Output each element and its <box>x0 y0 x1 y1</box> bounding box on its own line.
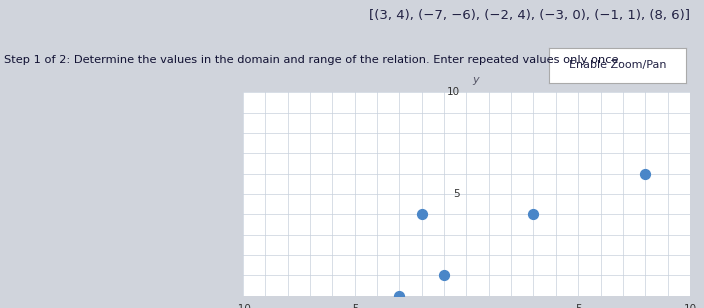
Text: 10: 10 <box>446 87 460 97</box>
Point <box>439 273 450 278</box>
Point <box>640 171 651 176</box>
Text: Enable Zoom/Pan: Enable Zoom/Pan <box>569 60 667 71</box>
Text: y: y <box>472 75 479 85</box>
Text: 5: 5 <box>453 189 460 199</box>
Text: 5: 5 <box>575 304 582 308</box>
Point <box>416 212 427 217</box>
Point <box>528 212 539 217</box>
Text: -10: -10 <box>234 304 251 308</box>
Text: -5: -5 <box>349 304 360 308</box>
Text: 10: 10 <box>684 304 696 308</box>
Text: Step 1 of 2: Determine the values in the domain and range of the relation. Enter: Step 1 of 2: Determine the values in the… <box>4 55 622 65</box>
Point <box>394 293 405 298</box>
Text: [(3, 4), (−7, −6), (−2, 4), (−3, 0), (−1, 1), (8, 6)]: [(3, 4), (−7, −6), (−2, 4), (−3, 0), (−1… <box>369 9 690 22</box>
